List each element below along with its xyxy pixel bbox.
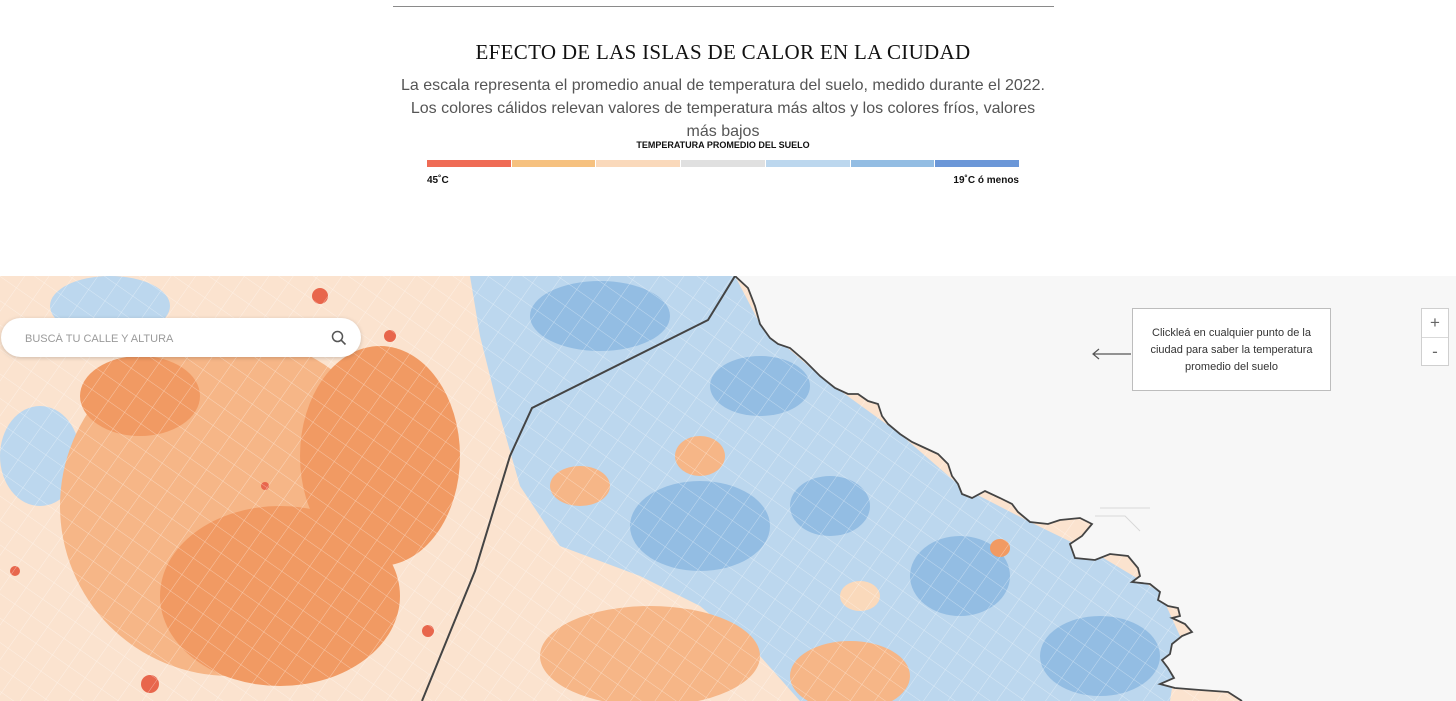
legend-swatch-6 [850, 160, 935, 167]
arrow-left-icon [1092, 348, 1131, 360]
zoom-out-button[interactable]: - [1432, 342, 1438, 361]
city-boundary-line [421, 276, 736, 701]
zoom-control: + - [1421, 308, 1449, 366]
legend-min-label: 45˚C [427, 175, 449, 186]
legend-color-scale [427, 160, 1020, 167]
legend-swatch-7 [935, 160, 1020, 167]
legend-swatch-2 [511, 160, 596, 167]
map-instruction-callout: Clickleá en cualquier punto de la ciudad… [1132, 308, 1331, 391]
legend-swatch-1 [427, 160, 511, 167]
coastline [734, 276, 1243, 701]
port-lines [1095, 507, 1150, 532]
search-bar[interactable] [1, 318, 361, 357]
legend-max-label: 19˚C ó menos [953, 175, 1019, 186]
legend-swatch-5 [765, 160, 850, 167]
legend-swatch-3 [596, 160, 681, 167]
page-subtitle: La escala representa el promedio anual d… [401, 77, 1045, 140]
legend-title: TEMPERATURA PROMEDIO DEL SUELO [636, 140, 810, 150]
page-title: EFECTO DE LAS ISLAS DE CALOR EN LA CIUDA… [475, 40, 971, 64]
search-icon[interactable] [331, 330, 347, 346]
top-divider [393, 6, 1054, 7]
search-input[interactable] [23, 327, 317, 351]
zoom-in-button[interactable]: + [1422, 309, 1448, 338]
legend-swatch-4 [681, 160, 765, 167]
